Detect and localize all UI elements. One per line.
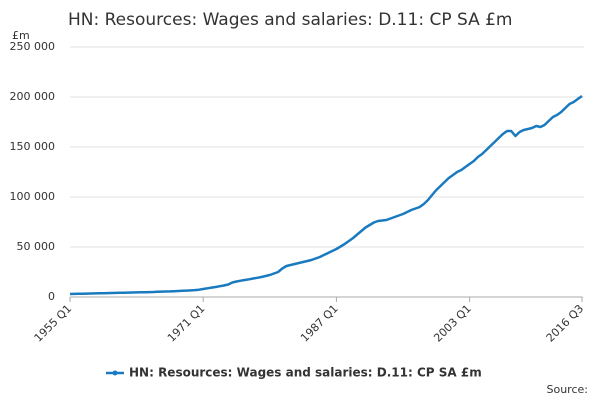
x-tick-label: 1987 Q1: [298, 302, 341, 345]
source: Source:: [547, 383, 589, 396]
legend-marker: [112, 370, 118, 376]
y-tick-label: 50 000: [17, 240, 56, 253]
y-tick-label: 150 000: [10, 140, 56, 153]
x-tick-label: 1955 Q1: [32, 302, 75, 345]
x-tick-label: 1971 Q1: [165, 302, 208, 345]
y-tick-label: 0: [48, 290, 55, 303]
y-tick-label: 250 000: [10, 40, 56, 53]
line: [69, 94, 583, 296]
x-tick-label: 2003 Q1: [431, 302, 474, 345]
chart-title: HN: Resources: Wages and salaries: D.11:…: [68, 10, 513, 30]
x-tick-label: 2016 Q3: [544, 302, 587, 345]
y-tick-label: 200 000: [10, 90, 56, 103]
y-unit: £m: [12, 29, 30, 42]
legend-label: HN: Resources: Wages and salaries: D.11:…: [129, 366, 482, 380]
y-tick-label: 100 000: [10, 190, 56, 203]
